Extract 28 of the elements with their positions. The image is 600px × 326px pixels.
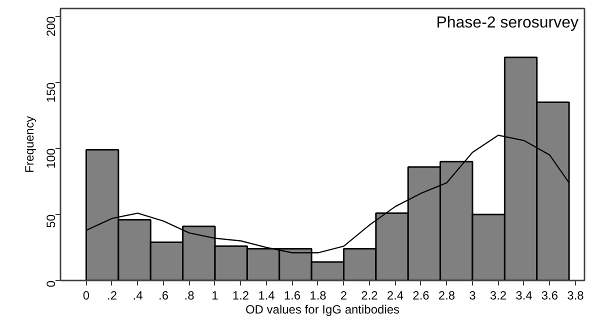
x-tick-label: 3.4	[516, 288, 533, 302]
x-tick-label: 3.8	[567, 288, 584, 302]
x-tick-label: 1	[212, 288, 219, 302]
y-tick-label: 150	[44, 82, 58, 102]
chart-title: Phase-2 serosurvey	[436, 14, 579, 32]
x-tick-label: 2	[340, 288, 348, 302]
x-tick-label: .4	[132, 288, 144, 302]
y-tick-label: 0	[44, 280, 58, 288]
y-tick-label: 50	[44, 214, 58, 228]
x-tick-label: 3	[469, 288, 476, 302]
y-tick-label: 200	[44, 16, 58, 36]
x-tick-label: 2.4	[386, 288, 404, 302]
x-tick-label: 2.8	[438, 288, 456, 302]
x-tick-label: 1.4	[258, 288, 276, 302]
x-tick-label: 1.8	[310, 288, 327, 302]
x-tick-label: 1.2	[232, 288, 250, 302]
y-tick-label: 100	[44, 148, 58, 168]
x-tick-label: .6	[158, 288, 169, 302]
x-tick-label: 3.6	[541, 288, 558, 302]
x-tick-label: .2	[106, 288, 118, 302]
x-axis-title: OD values for IgG antibodies	[245, 302, 400, 316]
x-tick-label: .8	[184, 288, 195, 302]
x-tick-label: 2.2	[361, 288, 378, 302]
x-tick-label: 0	[82, 288, 90, 302]
x-tick-label: 2.6	[412, 288, 430, 302]
x-tick-label: 1.6	[284, 288, 301, 302]
x-tick-label: 3.2	[490, 288, 507, 302]
y-axis-title: Frequency	[22, 116, 36, 173]
